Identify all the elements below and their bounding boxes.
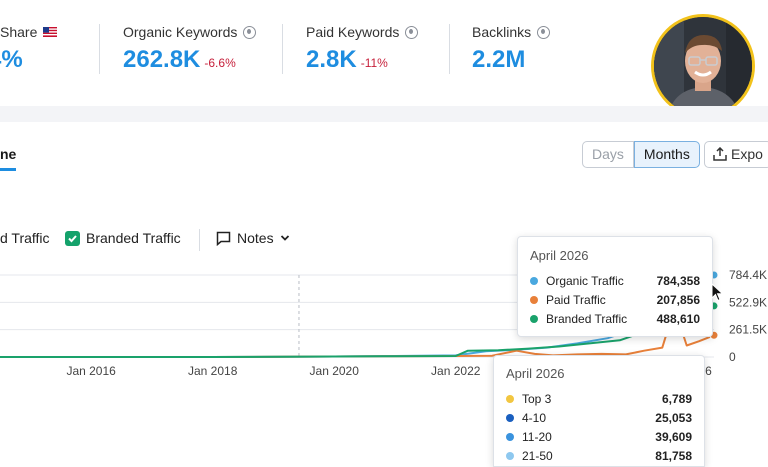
globe-icon[interactable] [537,25,551,39]
metric-value: 262.8K -6.6% [123,46,256,74]
x-tick-label: Jan 2016 [66,364,116,378]
avatar [654,17,752,115]
tab-active[interactable]: ne [0,146,17,171]
tooltip-title: April 2026 [506,366,565,381]
series-dot-icon [506,432,514,441]
tooltip-row: Organic Traffic 784,358 [530,271,700,290]
traffic-tooltip: April 2026 Organic Traffic 784,358 Paid Tr… [517,236,713,337]
section-divider [0,106,768,122]
metric-backlinks-label-row: Backlinks [472,24,551,40]
tooltip-row-name: Paid Traffic [546,292,606,307]
metric-delta: -11% [360,56,388,70]
export-label: Expo [731,146,763,162]
tooltip-row-name: 11-20 [522,429,552,444]
presenter-avatar [651,14,755,118]
metric-value: 2.2M [472,46,550,74]
metric-delta: -6.6% [204,56,236,70]
globe-icon[interactable] [243,25,257,39]
series-dot-icon [530,295,538,304]
divider [449,24,450,74]
us-flag-icon [43,27,58,37]
series-dot-icon [506,394,514,403]
positions-tooltip: April 2026 Top 3 6,789 4-10 25,053 11-20 39,6… [493,355,705,467]
divider [99,24,100,74]
tooltip-row: 4-10 25,053 [506,408,692,427]
metric-paid-label-row: Paid Keywords [306,24,419,40]
tooltip-row-name: Organic Traffic [546,273,624,288]
metric-value: 4% [0,46,57,74]
legend-traffic-label: d Traffic [0,230,50,246]
metric-label: Backlinks [472,24,532,40]
metric-paid-keywords[interactable]: Paid Keywords 2.8K -11% [306,24,419,74]
tooltip-title: April 2026 [530,248,589,263]
notes-dropdown[interactable]: Notes [216,230,290,246]
notes-label: Notes [237,230,274,246]
notes-icon [216,231,231,246]
tooltip-row: 11-20 39,609 [506,427,692,446]
checkbox-checked-icon[interactable] [65,230,80,246]
export-icon [713,147,727,161]
tooltip-row-name: 4-10 [522,410,547,425]
mouse-cursor-icon [711,283,724,302]
series-dot-icon [530,276,538,285]
series-dot-icon [530,314,538,323]
legend-branded-label: Branded Traffic [86,230,181,246]
metric-organic-label-row: Organic Keywords [123,24,257,40]
metric-value: 2.8K -11% [306,46,418,74]
y-tick-label: 522.9K [729,295,767,309]
x-tick-label: Jan 2022 [431,364,481,378]
tooltip-row-value: 81,758 [655,448,692,463]
tooltip-row-value: 488,610 [656,311,700,326]
metric-organic-keywords[interactable]: Organic Keywords 262.8K -6.6% [123,24,257,74]
metric-share-label-row: Share [0,24,58,40]
y-tick-label: 0 [729,350,736,364]
granularity-toggle: Days Months [582,141,700,168]
metric-backlinks[interactable]: Backlinks 2.2M [472,24,551,74]
y-tick-label: 784.4K [729,268,767,282]
metric-value-text: 2.2M [472,46,526,73]
legend-branded-traffic[interactable]: Branded Traffic [65,230,181,246]
tooltip-row-value: 6,789 [661,391,692,406]
x-tick-label: Jan 2020 [310,364,360,378]
metric-value-text: 2.8K [306,46,357,73]
divider [199,229,200,251]
tooltip-row-name: Top 3 [522,391,552,406]
y-tick-label: 261.5K [729,323,767,337]
tooltip-row: Branded Traffic 488,610 [530,309,700,328]
metric-value-text: 262.8K [123,46,201,73]
tooltip-row-name: Branded Traffic [546,311,628,326]
tooltip-row-name: 21-50 [522,448,553,463]
tooltip-row: Paid Traffic 207,856 [530,290,700,309]
days-button[interactable]: Days [582,141,634,168]
tooltip-row-value: 207,856 [656,292,700,307]
export-button[interactable]: Expo [704,141,768,168]
avatar-image [654,17,752,115]
tooltip-row-value: 25,053 [655,410,692,425]
x-tick-label: Jan 2018 [188,364,238,378]
tooltip-rows: Organic Traffic 784,358 Paid Traffic 207,85… [530,271,700,328]
tooltip-row-value: 784,358 [656,273,700,288]
chevron-down-icon [280,235,289,241]
metrics-bar: Share 4% Organic Keywords 262.8K-6.6% Pa… [0,0,768,107]
metric-label: Organic Keywords [123,24,238,40]
metric-label: Paid Keywords [306,24,400,40]
months-button[interactable]: Months [633,141,700,168]
series-dot-icon [506,451,514,460]
divider [282,24,283,74]
metric-label: Share [0,24,38,40]
tooltip-row: 21-50 81,758 [506,446,692,465]
legend-traffic[interactable]: d Traffic [0,230,50,246]
tooltip-rows: Top 3 6,789 4-10 25,053 11-20 39,609 21-50 81,7… [506,389,692,465]
metric-value-text: 4% [0,46,23,73]
series-dot-icon [506,413,514,422]
tooltip-row: Top 3 6,789 [506,389,692,408]
metric-share[interactable]: Share 4% [0,24,58,74]
globe-icon[interactable] [405,25,419,39]
tooltip-row-value: 39,609 [655,429,692,444]
